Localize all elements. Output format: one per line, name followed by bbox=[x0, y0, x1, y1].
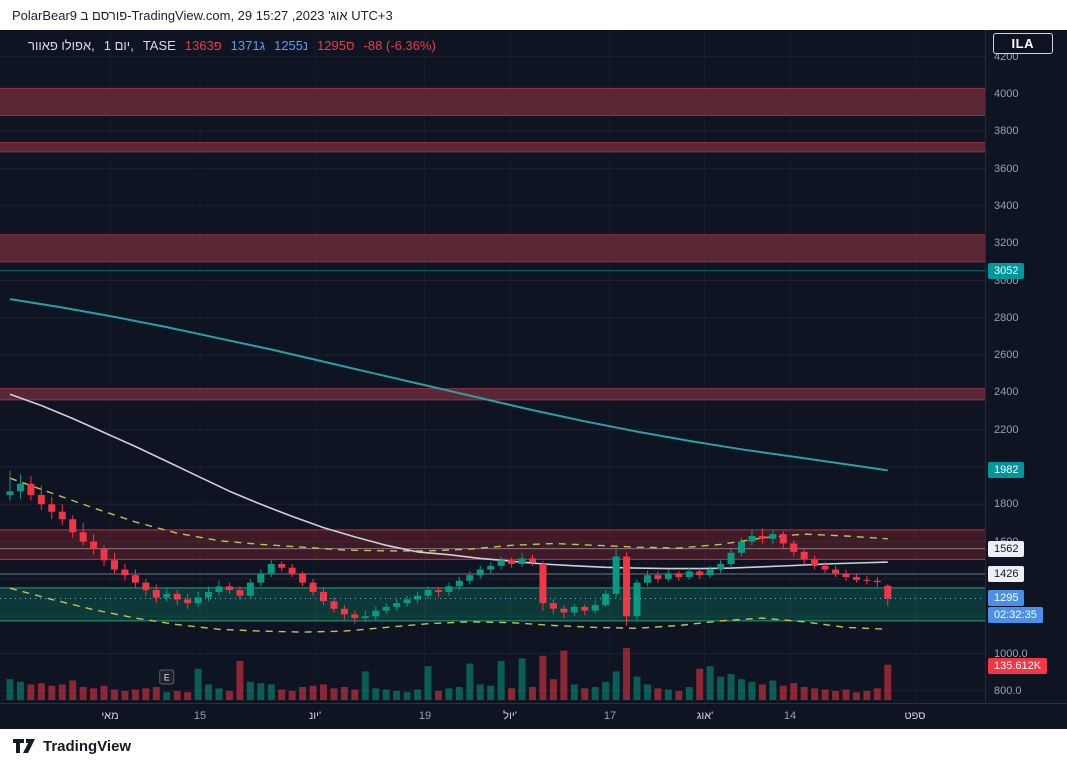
footer-brand-bar: TradingView bbox=[0, 729, 1067, 763]
price-axis-label: 4000 bbox=[994, 88, 1019, 100]
time-axis-label: 19 bbox=[418, 710, 432, 722]
publish-info-text: PolarBear9 פורסם ב-TradingView.com, 29 א… bbox=[12, 7, 393, 23]
time-axis-label: 17 bbox=[603, 710, 617, 722]
time-axis-label: 15 bbox=[193, 710, 207, 722]
time-axis-label: ספט bbox=[904, 710, 926, 722]
svg-text:E: E bbox=[164, 673, 170, 683]
legend-ohlc-value: נ1255 bbox=[274, 38, 309, 53]
tradingview-wordmark[interactable]: TradingView bbox=[43, 737, 132, 755]
legend-exchange: TASE bbox=[142, 38, 176, 53]
tradingview-logo-icon[interactable] bbox=[12, 736, 36, 756]
price-axis-label: 3800 bbox=[994, 125, 1019, 138]
time-axis-label: יונ' bbox=[308, 710, 322, 722]
price-chart-canvas[interactable]: E bbox=[0, 30, 985, 703]
price-axis-label: 2800 bbox=[994, 311, 1019, 324]
price-axis[interactable]: 4200 4000 3800 3600 3400 3200 3000 2800 2600 2400… bbox=[985, 30, 1067, 703]
legend-ohlc-value: ג1371 bbox=[230, 38, 266, 53]
price-axis-label: 2600 bbox=[994, 349, 1019, 362]
price-axis-label: 3400 bbox=[994, 199, 1019, 212]
price-level-box-3052: 3052 bbox=[988, 262, 1025, 279]
price-axis-label: 1000.0 bbox=[994, 647, 1028, 660]
last-price-box: 1295 bbox=[988, 590, 1025, 607]
time-axis-label: מאי bbox=[101, 710, 119, 722]
chart-legend[interactable]: אפולו פאוור, 1 יום, TASE פ1363 ג1371 נ1255… bbox=[28, 38, 436, 53]
ma-price-box-1982: 1982 bbox=[988, 462, 1025, 479]
price-axis-label: 3600 bbox=[994, 162, 1019, 175]
legend-symbol-name[interactable]: אפולו פאוור, bbox=[28, 38, 95, 53]
earnings-marker[interactable]: E bbox=[159, 669, 175, 685]
time-axis-label: אוג' bbox=[696, 710, 714, 722]
legend-interval[interactable]: 1 יום, bbox=[103, 38, 134, 53]
price-level-box-1562: 1562 bbox=[988, 540, 1025, 557]
price-axis-label: 1800 bbox=[994, 498, 1019, 511]
chart-shell: E אפולו פאוור, 1 יום, TASE פ1363 ג1371 נ12… bbox=[0, 30, 1067, 729]
publish-info-bar: PolarBear9 פורסם ב-TradingView.com, 29 א… bbox=[0, 0, 1067, 30]
chart-plot-area[interactable]: E אפולו פאוור, 1 יום, TASE פ1363 ג1371 נ12… bbox=[0, 30, 985, 703]
price-level-box-1426: 1426 bbox=[988, 566, 1025, 583]
symbol-flag-badge[interactable]: ILA bbox=[992, 33, 1053, 54]
legend-ohlc-value: פ1363 bbox=[184, 38, 222, 53]
time-axis[interactable]: מאי 15 יונ' 19 יול' 17 אוג' 14 ספט bbox=[0, 703, 1067, 729]
legend-ohlc-value: ס1295 bbox=[317, 38, 355, 53]
time-axis-label: 14 bbox=[783, 710, 797, 722]
price-axis-label: 800.0 bbox=[994, 684, 1022, 697]
time-axis-label: יול' bbox=[503, 710, 517, 722]
price-axis-label: 3200 bbox=[994, 237, 1019, 250]
volume-value-box: 135.612K bbox=[988, 657, 1048, 674]
bar-countdown-box: 02:32:35 bbox=[988, 606, 1043, 623]
legend-change-value: -88 (-6.36%) bbox=[363, 38, 436, 53]
price-axis-label: 2200 bbox=[994, 423, 1019, 436]
legend-ohlc-values: פ1363 ג1371 נ1255 ס1295 bbox=[185, 38, 355, 53]
price-axis-label: 2400 bbox=[994, 386, 1019, 399]
